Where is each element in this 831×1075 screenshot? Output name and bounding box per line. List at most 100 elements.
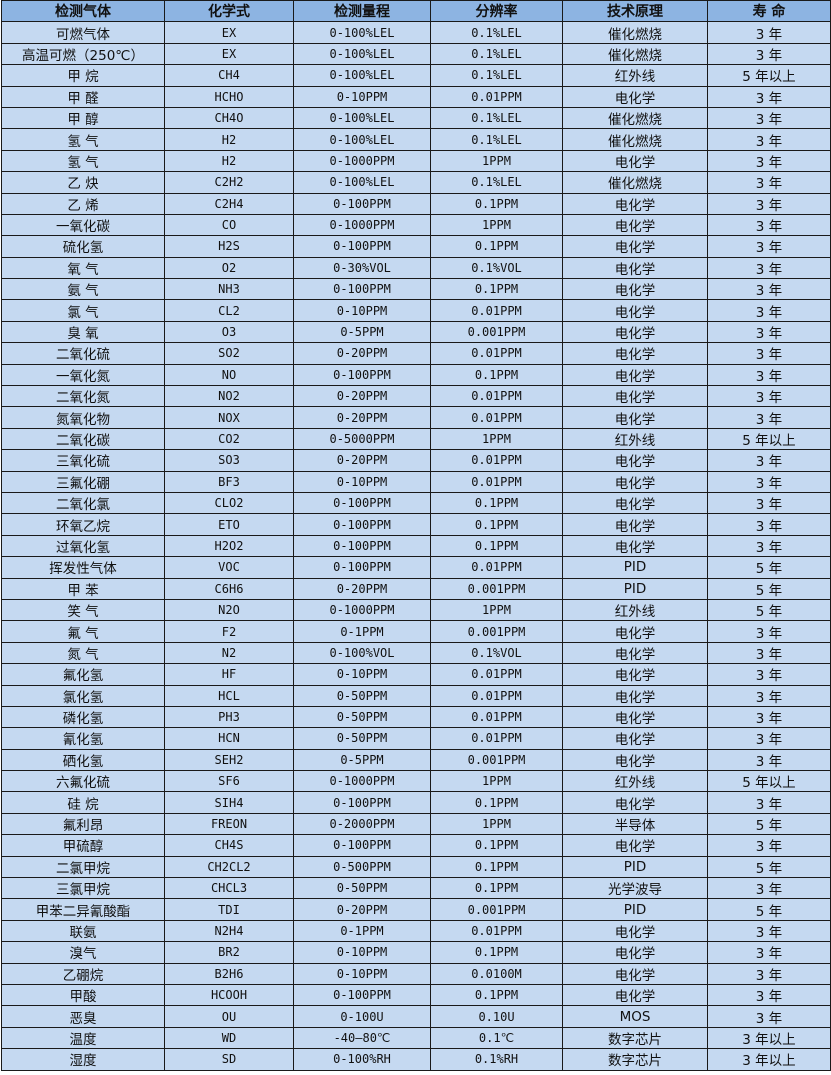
- cell-lifespan: 3 年: [707, 727, 831, 750]
- cell-gas: 笑 气: [1, 598, 165, 622]
- cell-range: 0-100PPM: [293, 278, 431, 301]
- cell-resolution: 0.1%LEL: [430, 21, 563, 44]
- cell-range: 0-20PPM: [293, 449, 431, 472]
- cell-gas: 三氟化硼: [1, 470, 165, 493]
- cell-principle: 电化学: [562, 363, 708, 387]
- cell-resolution: 0.1%LEL: [430, 42, 563, 66]
- cell-gas: 硒化氢: [1, 748, 165, 772]
- cell-formula: NH3: [164, 278, 294, 301]
- cell-gas: 氰化氢: [1, 727, 165, 750]
- cell-formula: CH4S: [164, 834, 294, 857]
- cell-range: 0-100U: [293, 1005, 431, 1028]
- cell-resolution: 0.1PPM: [430, 491, 563, 515]
- cell-lifespan: 3 年: [707, 791, 831, 814]
- cell-lifespan: 5 年: [707, 577, 831, 600]
- cell-range: 0-1PPM: [293, 919, 431, 943]
- cell-resolution: 0.01PPM: [430, 556, 563, 579]
- cell-formula: NO: [164, 363, 294, 387]
- cell-principle: PID: [562, 855, 708, 879]
- cell-resolution: 0.1%LEL: [430, 64, 563, 87]
- cell-formula: CLO2: [164, 491, 294, 515]
- cell-principle: 电化学: [562, 470, 708, 493]
- table-row: 氟利昂 FREON 0-2000PPM 1PPM 半导体 5 年: [1, 812, 831, 836]
- header-resolution: 分辨率: [430, 0, 563, 23]
- cell-principle: 电化学: [562, 149, 708, 173]
- cell-formula: NO2: [164, 385, 294, 408]
- cell-resolution: 0.10U: [430, 1005, 563, 1028]
- cell-lifespan: 3 年: [707, 705, 831, 729]
- cell-resolution: 1PPM: [430, 149, 563, 173]
- cell-lifespan: 3 年: [707, 663, 831, 686]
- cell-principle: 电化学: [562, 256, 708, 280]
- cell-lifespan: 3 年: [707, 1005, 831, 1028]
- cell-resolution: 0.1PPM: [430, 791, 563, 814]
- cell-formula: SIH4: [164, 791, 294, 814]
- cell-range: 0-30%VOL: [293, 256, 431, 280]
- cell-resolution: 0.1PPM: [430, 983, 563, 1007]
- table-row: 氮 气 N2 0-100%VOL 0.1%VOL 电化学 3 年: [1, 641, 831, 665]
- cell-gas: 六氟化硫: [1, 770, 165, 793]
- cell-resolution: 0.1PPM: [430, 513, 563, 536]
- cell-principle: 电化学: [562, 320, 708, 344]
- cell-principle: 电化学: [562, 705, 708, 729]
- cell-lifespan: 3 年: [707, 128, 831, 151]
- cell-gas: 硅 烷: [1, 791, 165, 814]
- cell-range: 0-100PPM: [293, 791, 431, 814]
- cell-resolution: 0.01PPM: [430, 684, 563, 707]
- cell-lifespan: 3 年: [707, 385, 831, 408]
- cell-formula: HCL: [164, 684, 294, 707]
- cell-lifespan: 3 年: [707, 171, 831, 194]
- cell-gas: 氮 气: [1, 641, 165, 665]
- cell-lifespan: 3 年: [707, 941, 831, 964]
- cell-gas: 甲酸: [1, 983, 165, 1007]
- cell-formula: N2H4: [164, 919, 294, 943]
- cell-formula: EX: [164, 42, 294, 66]
- cell-gas: 温度: [1, 1026, 165, 1050]
- cell-range: 0-100%LEL: [293, 21, 431, 44]
- cell-lifespan: 3 年: [707, 85, 831, 108]
- cell-gas: 溴气: [1, 941, 165, 964]
- table-row: 笑 气 N2O 0-1000PPM 1PPM 红外线 5 年: [1, 598, 831, 622]
- cell-formula: O3: [164, 320, 294, 344]
- cell-gas: 联氨: [1, 919, 165, 943]
- cell-range: 0-50PPM: [293, 705, 431, 729]
- table-row: 氨 气 NH3 0-100PPM 0.1PPM 电化学 3 年: [1, 278, 831, 301]
- table-row: 挥发性气体 VOC 0-100PPM 0.01PPM PID 5 年: [1, 556, 831, 579]
- cell-formula: HF: [164, 663, 294, 686]
- cell-formula: C2H2: [164, 171, 294, 194]
- cell-formula: H2: [164, 149, 294, 173]
- cell-principle: 电化学: [562, 235, 708, 258]
- cell-lifespan: 3 年: [707, 491, 831, 515]
- cell-principle: 催化燃烧: [562, 21, 708, 44]
- table-row: 二氧化氮 NO2 0-20PPM 0.01PPM 电化学 3 年: [1, 385, 831, 408]
- cell-lifespan: 5 年: [707, 855, 831, 879]
- cell-range: 0-20PPM: [293, 342, 431, 365]
- cell-gas: 氯 气: [1, 299, 165, 322]
- cell-principle: 催化燃烧: [562, 128, 708, 151]
- table-row: 氢 气 H2 0-1000PPM 1PPM 电化学 3 年: [1, 149, 831, 173]
- cell-principle: 红外线: [562, 598, 708, 622]
- cell-formula: OU: [164, 1005, 294, 1028]
- table-row: 氯 气 CL2 0-10PPM 0.01PPM 电化学 3 年: [1, 299, 831, 322]
- cell-range: 0-10PPM: [293, 941, 431, 964]
- cell-principle: 红外线: [562, 64, 708, 87]
- cell-range: 0-50PPM: [293, 684, 431, 707]
- table-row: 氟化氢 HF 0-10PPM 0.01PPM 电化学 3 年: [1, 663, 831, 686]
- cell-gas: 二氧化氯: [1, 491, 165, 515]
- cell-principle: 电化学: [562, 449, 708, 472]
- table-row: 乙 烯 C2H4 0-100PPM 0.1PPM 电化学 3 年: [1, 192, 831, 215]
- cell-principle: MOS: [562, 1005, 708, 1028]
- cell-principle: 电化学: [562, 513, 708, 536]
- cell-gas: 甲 烷: [1, 64, 165, 87]
- cell-gas: 氮氧化物: [1, 406, 165, 429]
- cell-principle: 电化学: [562, 406, 708, 429]
- cell-formula: SO2: [164, 342, 294, 365]
- cell-lifespan: 3 年: [707, 534, 831, 558]
- table-row: 甲 醛 HCHO 0-10PPM 0.01PPM 电化学 3 年: [1, 85, 831, 108]
- table-row: 乙 炔 C2H2 0-100%LEL 0.1%LEL 催化燃烧 3 年: [1, 171, 831, 194]
- table-row: 甲 烷 CH4 0-100%LEL 0.1%LEL 红外线 5 年以上: [1, 64, 831, 87]
- cell-resolution: 1PPM: [430, 770, 563, 793]
- cell-principle: 电化学: [562, 663, 708, 686]
- cell-resolution: 0.1PPM: [430, 855, 563, 879]
- cell-principle: PID: [562, 556, 708, 579]
